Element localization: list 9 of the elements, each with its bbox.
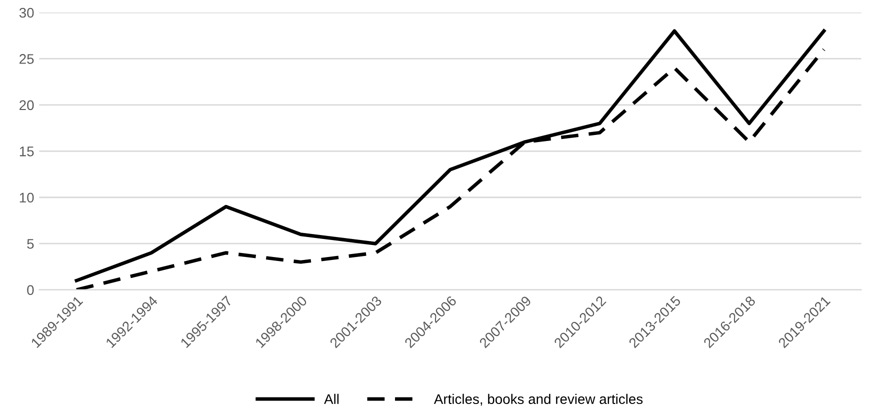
legend-label: Articles, books and review articles — [434, 394, 643, 406]
y-tick-label: 0 — [27, 285, 34, 295]
y-tick-label: 10 — [20, 192, 34, 203]
y-tick-label: 5 — [27, 239, 34, 249]
y-tick-label: 15 — [20, 146, 34, 156]
legend-label: All — [324, 394, 339, 404]
y-tick-label: 30 — [19, 8, 34, 18]
y-tick-label: 20 — [20, 100, 34, 110]
y-tick-label: 25 — [20, 54, 34, 64]
